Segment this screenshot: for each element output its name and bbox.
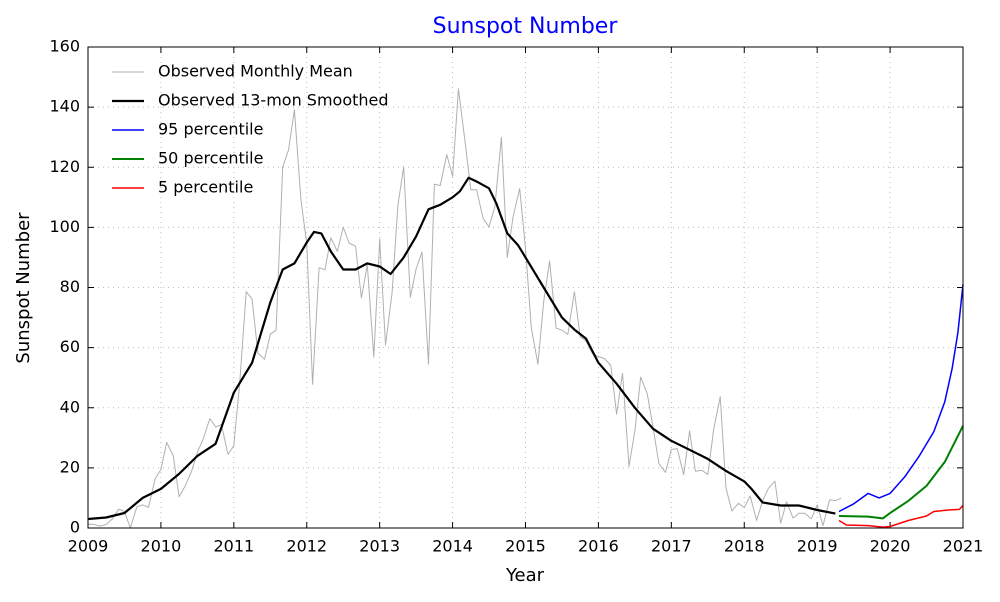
plot-frame: [87, 46, 964, 529]
legend-label: 50 percentile: [158, 149, 263, 168]
x-tick-label: 2013: [359, 537, 400, 556]
x-tick-label: 2015: [505, 537, 546, 556]
x-tick-label: 2012: [286, 537, 327, 556]
y-tick-label: 120: [49, 157, 80, 176]
y-tick-label: 100: [49, 217, 80, 236]
x-tick-label: 2009: [68, 537, 109, 556]
y-tick-label: 140: [49, 97, 80, 116]
y-tick-label: 20: [60, 457, 80, 476]
legend-label: Observed 13-mon Smoothed: [158, 91, 389, 110]
x-tick-label: 2019: [797, 537, 838, 556]
x-tick-label: 2021: [943, 537, 984, 556]
x-tick-label: 2020: [870, 537, 911, 556]
x-axis-label: Year: [505, 565, 545, 586]
series-line: [838, 504, 964, 528]
legend-label: Observed Monthly Mean: [158, 62, 353, 81]
y-tick-label: 60: [60, 337, 80, 356]
y-tick-label: 0: [70, 518, 80, 537]
y-axis-label: Sunspot Number: [13, 212, 34, 364]
x-tick-label: 2016: [578, 537, 619, 556]
legend-label: 95 percentile: [158, 120, 263, 139]
x-tick-label: 2010: [141, 537, 182, 556]
y-tick-label: 80: [60, 277, 80, 296]
y-tick-label: 160: [49, 37, 80, 56]
x-tick-label: 2011: [213, 537, 254, 556]
legend-label: 5 percentile: [158, 178, 253, 197]
series-line: [87, 176, 836, 521]
x-tick-label: 2014: [432, 537, 473, 556]
series-line: [838, 425, 964, 520]
y-tick-label: 40: [60, 397, 80, 416]
series-line: [838, 284, 964, 513]
series-line: [87, 88, 842, 529]
chart-title: Sunspot Number: [433, 14, 619, 39]
x-tick-label: 2017: [651, 537, 692, 556]
x-tick-label: 2018: [724, 537, 765, 556]
